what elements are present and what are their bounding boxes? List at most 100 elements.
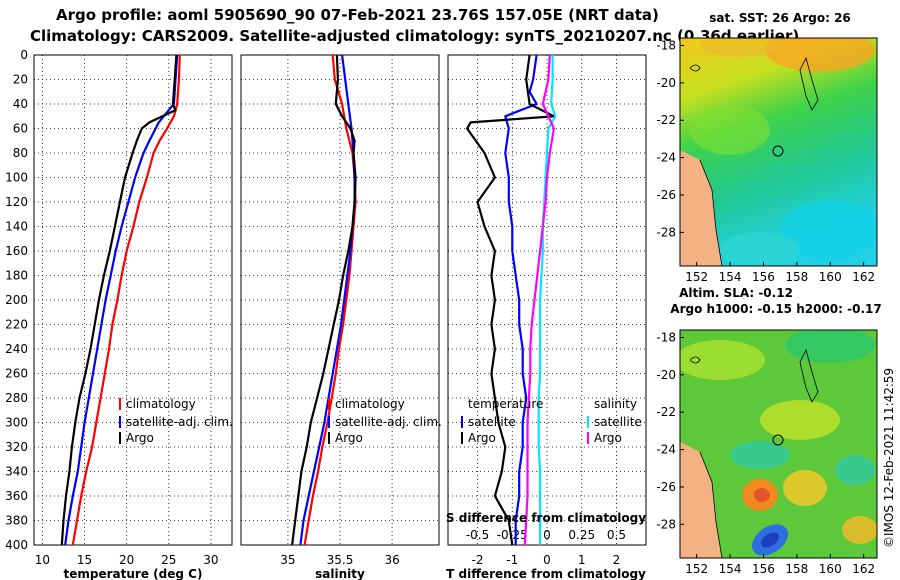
legend-label-argo: Argo <box>335 431 363 445</box>
salinity-legend: climatology satellite-adj. clim. Argo <box>328 397 442 445</box>
map-y-tick-label: -22 <box>656 405 676 419</box>
argo-float-marker <box>772 434 784 446</box>
depth-tick-label: 380 <box>5 514 28 528</box>
salinity-diff-tick-label: -0.25 <box>497 528 528 542</box>
sst-map <box>680 38 877 266</box>
depth-tick-label: 400 <box>5 538 28 552</box>
map-x-tick-label: 156 <box>752 562 775 576</box>
depth-tick-label: 20 <box>13 73 28 87</box>
salinity-diff-tick-label: 0 <box>543 528 551 542</box>
depth-tick-label: 300 <box>5 416 28 430</box>
x-tick-label: 15 <box>77 553 92 567</box>
map-y-tick-label: -20 <box>656 76 676 90</box>
series-line-argo <box>291 54 357 546</box>
map-y-tick-label: -24 <box>656 443 676 457</box>
depth-tick-label: 80 <box>13 146 28 160</box>
sla-high-core <box>754 488 770 502</box>
x-tick-label: 35.5 <box>327 553 354 567</box>
australia-land <box>680 442 722 558</box>
x-tick-label: -1 <box>506 553 518 567</box>
depth-tick-label: 280 <box>5 391 28 405</box>
sla-patch <box>680 340 765 380</box>
map-x-tick-label: 154 <box>719 270 742 284</box>
map-x-tick-label: 160 <box>819 562 842 576</box>
series-line-t-satellite <box>504 54 538 545</box>
coastline <box>699 451 723 558</box>
salinity-diff-tick-label: 0.5 <box>607 528 626 542</box>
legend-label-satellite: satellite-adj. clim. <box>126 415 233 429</box>
x-tick-label: 20 <box>119 553 134 567</box>
salinity-diff-top-label: S difference from climatology <box>446 511 646 525</box>
x-tick-label: 35 <box>280 553 295 567</box>
map-y-tick-label: -18 <box>656 330 676 344</box>
temperature-legend: climatology satellite-adj. clim. Argo <box>119 397 233 445</box>
sla-map-title-line1: Altim. SLA: -0.12 <box>679 286 793 300</box>
difference-legend: temperature satellite Argo salinity sate… <box>461 397 642 445</box>
map-y-tick-label: -26 <box>656 188 676 202</box>
depth-tick-label: 120 <box>5 195 28 209</box>
figure-title-line1: Argo profile: aoml 5905690_90 07-Feb-202… <box>56 6 659 24</box>
x-tick-label: 25 <box>161 553 176 567</box>
sla-low-core <box>761 532 779 548</box>
map-x-tick-label: 158 <box>785 562 808 576</box>
figure-title-line2: Climatology: CARS2009. Satellite-adjuste… <box>30 27 799 45</box>
sst-map-title: sat. SST: 26 Argo: 26 <box>709 11 851 25</box>
depth-tick-label: 360 <box>5 489 28 503</box>
series-line-s-argo <box>523 54 556 546</box>
x-tick-label: -2 <box>472 553 484 567</box>
map-x-tick-label: 162 <box>852 270 875 284</box>
sst-cool-patch <box>720 232 800 266</box>
map-y-tick-label: -20 <box>656 368 676 382</box>
x-tick-label: 36 <box>384 553 399 567</box>
australia-land <box>680 150 722 266</box>
sst-cool-patch <box>780 200 877 260</box>
depth-tick-label: 160 <box>5 244 28 258</box>
series-line-argo <box>60 54 178 546</box>
difference-xlabel: T difference from climatology <box>446 567 646 580</box>
map-y-tick-label: -22 <box>656 113 676 127</box>
map-y-tick-label: -26 <box>656 480 676 494</box>
depth-tick-label: 240 <box>5 342 28 356</box>
series-line-satellite-adj-clim- <box>64 54 179 546</box>
imos-credit: ©IMOS 12-Feb-2021 11:42:59 <box>882 368 896 548</box>
sla-patch <box>783 470 827 506</box>
legend-label-climatology: climatology <box>126 397 196 411</box>
depth-tick-label: 140 <box>5 220 28 234</box>
sla-patch <box>760 400 840 440</box>
depth-tick-label: 340 <box>5 465 28 479</box>
sst-warm-patch <box>765 38 875 72</box>
sla-patch <box>842 516 877 544</box>
coastline <box>699 159 723 266</box>
argo-float-marker <box>772 145 784 157</box>
map-x-tick-label: 158 <box>785 270 808 284</box>
x-tick-label: 10 <box>35 553 50 567</box>
map-x-tick-label: 154 <box>719 562 742 576</box>
sla-patch <box>730 441 790 469</box>
map-x-tick-label: 152 <box>685 270 708 284</box>
sla-map <box>680 330 877 558</box>
sla-map-frame <box>679 329 878 559</box>
legend-title-temperature: temperature <box>468 397 543 411</box>
sla-map-title-line2: Argo h1000: -0.15 h2000: -0.17 <box>670 302 881 316</box>
sla-patch <box>785 330 875 363</box>
depth-tick-label: 40 <box>13 97 28 111</box>
salinity-xlabel: salinity <box>315 567 365 580</box>
salinity-diff-tick-label: 0.25 <box>568 528 595 542</box>
map-y-tick-label: -28 <box>656 517 676 531</box>
depth-tick-label: 180 <box>5 269 28 283</box>
map-x-tick-label: 156 <box>752 270 775 284</box>
reef-outline <box>799 348 819 403</box>
map-y-tick-label: -24 <box>656 151 676 165</box>
reef-outline <box>689 64 701 72</box>
legend-title-salinity: salinity <box>594 397 637 411</box>
map-x-tick-label: 160 <box>819 270 842 284</box>
map-y-tick-label: -28 <box>656 225 676 239</box>
sst-warm-patch <box>700 38 780 57</box>
legend-label-s-argo: Argo <box>594 431 622 445</box>
sst-map-frame <box>679 37 878 267</box>
legend-label-s-satellite: satellite <box>594 415 642 429</box>
series-line-climatology <box>303 54 357 546</box>
map-x-tick-label: 152 <box>685 562 708 576</box>
legend-label-satellite: satellite-adj. clim. <box>335 415 442 429</box>
legend-label-argo: Argo <box>126 431 154 445</box>
